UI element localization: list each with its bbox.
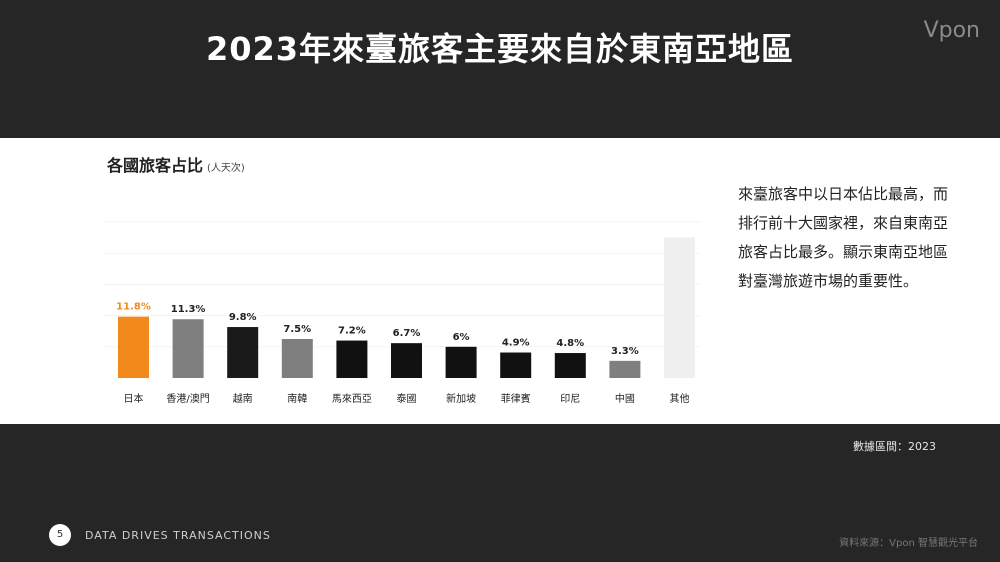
chart-panel: 各國旅客占比 (人天次) 11.8% 日本 11.3% 香港/澳門 9.8% 越南 7.5% 南… bbox=[0, 138, 1000, 424]
bar-chart: 11.8% 日本 11.3% 香港/澳門 9.8% 越南 7.5% 南韓 7.2% 馬來西亞 6.7… bbox=[104, 221, 700, 405]
chart-note: 來臺旅客中以日本佔比最高，而排行前十大國家裡，來自東南亞旅客占比最多。顯示東南亞… bbox=[738, 185, 949, 290]
bar bbox=[172, 319, 204, 378]
bar bbox=[336, 340, 368, 378]
bar bbox=[609, 360, 641, 378]
chart-title: 各國旅客占比 (人天次) bbox=[107, 152, 245, 176]
data-label: 9.8% bbox=[229, 312, 257, 323]
bar bbox=[227, 327, 259, 378]
category-label: 馬來西亞 bbox=[332, 393, 372, 405]
category-label: 中國 bbox=[615, 392, 635, 405]
data-label: 4.9% bbox=[502, 338, 530, 349]
category-label: 南韓 bbox=[287, 392, 307, 405]
data-label: 11.8% bbox=[116, 302, 151, 313]
bar bbox=[118, 316, 149, 378]
bar bbox=[664, 237, 695, 378]
data-label: 11.3% bbox=[171, 304, 206, 315]
slide-title: 2023年來臺旅客主要來自於東南亞地區 bbox=[205, 30, 795, 68]
data-label: 7.5% bbox=[283, 324, 311, 335]
data-label: 3.3% bbox=[611, 346, 639, 357]
category-label: 菲律賓 bbox=[501, 392, 531, 405]
bar bbox=[281, 339, 313, 378]
category-label: 印尼 bbox=[560, 393, 580, 405]
bar bbox=[554, 353, 586, 378]
bar bbox=[391, 343, 422, 378]
category-label: 越南 bbox=[233, 392, 253, 405]
page-number-badge: 5 bbox=[49, 524, 71, 546]
category-label: 其他 bbox=[670, 392, 690, 405]
source-note: 資料來源：Vpon 智慧觀光平台 bbox=[839, 538, 978, 549]
category-label: 新加坡 bbox=[446, 392, 476, 405]
category-label: 香港/澳門 bbox=[166, 392, 209, 405]
bar bbox=[500, 352, 532, 378]
bar bbox=[445, 346, 477, 378]
data-period: 數據區間：2023 bbox=[853, 440, 936, 453]
data-label: 6.7% bbox=[393, 328, 421, 339]
category-label: 泰國 bbox=[397, 392, 417, 405]
category-label: 日本 bbox=[124, 392, 144, 405]
tagline: DATA DRIVES TRANSACTIONS bbox=[85, 529, 271, 542]
brand-logo: Vpon bbox=[923, 18, 980, 43]
data-label: 7.2% bbox=[338, 326, 366, 337]
chart-title-text: 各國旅客占比 bbox=[107, 156, 204, 175]
chart-unit: (人天次) bbox=[207, 163, 245, 174]
data-label: 4.8% bbox=[556, 338, 584, 349]
data-label: 6% bbox=[453, 332, 470, 343]
